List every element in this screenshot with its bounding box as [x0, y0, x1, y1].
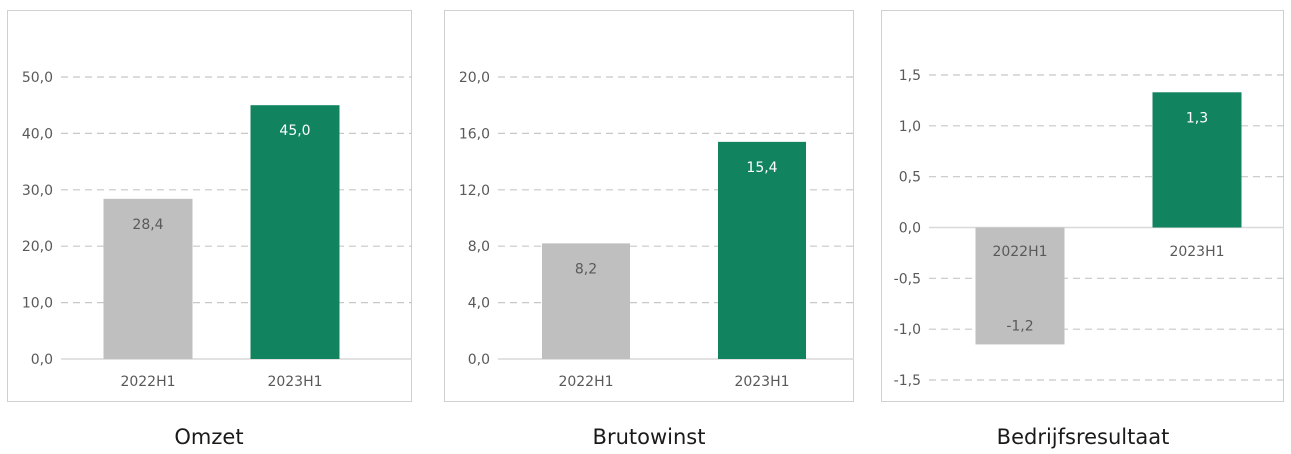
- data-label: 15,4: [746, 160, 777, 176]
- y-tick-label: 0,0: [899, 221, 921, 237]
- y-tick-label: 16,0: [459, 126, 490, 142]
- x-tick-label: 2022H1: [120, 374, 175, 390]
- x-tick-label: 2023H1: [1169, 244, 1224, 260]
- y-tick-label: -0,5: [894, 271, 921, 287]
- y-tick-label: 20,0: [459, 70, 490, 86]
- y-tick-label: 10,0: [22, 296, 53, 312]
- bar: [542, 243, 630, 359]
- y-tick-label: -1,0: [894, 322, 921, 338]
- chart-brutowinst: 0,0 4,0 8,0 12,0 16,0 20,0 8,2 2022H1 15,4 2023H1: [444, 10, 854, 402]
- chart-title-bedrijfsresultaat: Bedrijfsresultaat: [996, 425, 1170, 449]
- chart-frame: [7, 10, 412, 402]
- y-tick-label: 0,0: [31, 352, 53, 368]
- x-tick-label: 2022H1: [992, 244, 1047, 260]
- chart-title-brutowinst: Brutowinst: [592, 425, 706, 449]
- chart-brutowinst-svg: 0,0 4,0 8,0 12,0 16,0 20,0 8,2 2022H1 15,4 2023H1: [444, 10, 854, 402]
- data-label: 28,4: [132, 217, 163, 233]
- y-tick-label: 12,0: [459, 183, 490, 199]
- data-label: 8,2: [575, 261, 597, 277]
- data-label: 45,0: [279, 123, 310, 139]
- y-tick-label: 20,0: [22, 239, 53, 255]
- y-tick-label: -1,5: [894, 373, 921, 389]
- y-tick-label: 4,0: [468, 296, 490, 312]
- bar: [103, 198, 193, 359]
- y-tick-label: 0,5: [899, 170, 921, 186]
- chart-omzet: 0,0 10,0 20,0 30,0 40,0 50,0 28,4 2022H1 45,0 202…: [7, 10, 412, 402]
- y-tick-label: 30,0: [22, 183, 53, 199]
- data-label: -1,2: [1006, 318, 1033, 334]
- chart-bedrijfsresultaat-svg: -1,5 -1,0 -0,5 0,0 0,5 1,0 1,5 -1,2 2022H1 1,3 202…: [881, 10, 1284, 402]
- y-tick-label: 8,0: [468, 239, 490, 255]
- bar: [250, 105, 340, 359]
- y-tick-label: 0,0: [468, 352, 490, 368]
- y-tick-label: 50,0: [22, 70, 53, 86]
- chart-bedrijfsresultaat: -1,5 -1,0 -0,5 0,0 0,5 1,0 1,5 -1,2 2022H1 1,3 202…: [881, 10, 1284, 402]
- bar: [718, 141, 806, 359]
- chart-omzet-svg: 0,0 10,0 20,0 30,0 40,0 50,0 28,4 2022H1 45,0 202…: [7, 10, 412, 402]
- bar: [975, 227, 1065, 345]
- data-label: 1,3: [1186, 110, 1208, 126]
- x-tick-label: 2022H1: [558, 374, 613, 390]
- x-tick-label: 2023H1: [734, 374, 789, 390]
- y-tick-label: 40,0: [22, 126, 53, 142]
- x-tick-label: 2023H1: [267, 374, 322, 390]
- bar: [1152, 92, 1242, 228]
- chart-title-omzet: Omzet: [174, 425, 244, 449]
- y-tick-label: 1,0: [899, 119, 921, 135]
- y-tick-label: 1,5: [899, 68, 921, 84]
